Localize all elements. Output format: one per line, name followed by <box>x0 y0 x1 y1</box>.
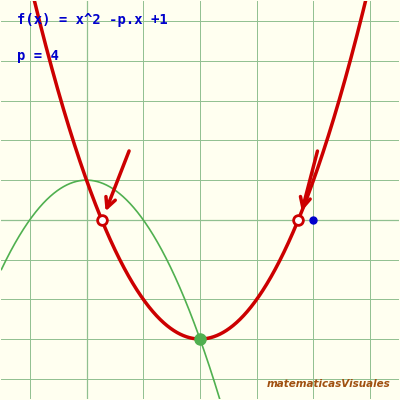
Text: f(x) = x^2 -p.x +1: f(x) = x^2 -p.x +1 <box>17 13 168 27</box>
Text: matematicasVisuales: matematicasVisuales <box>267 379 391 389</box>
Text: p = 4: p = 4 <box>17 49 59 63</box>
